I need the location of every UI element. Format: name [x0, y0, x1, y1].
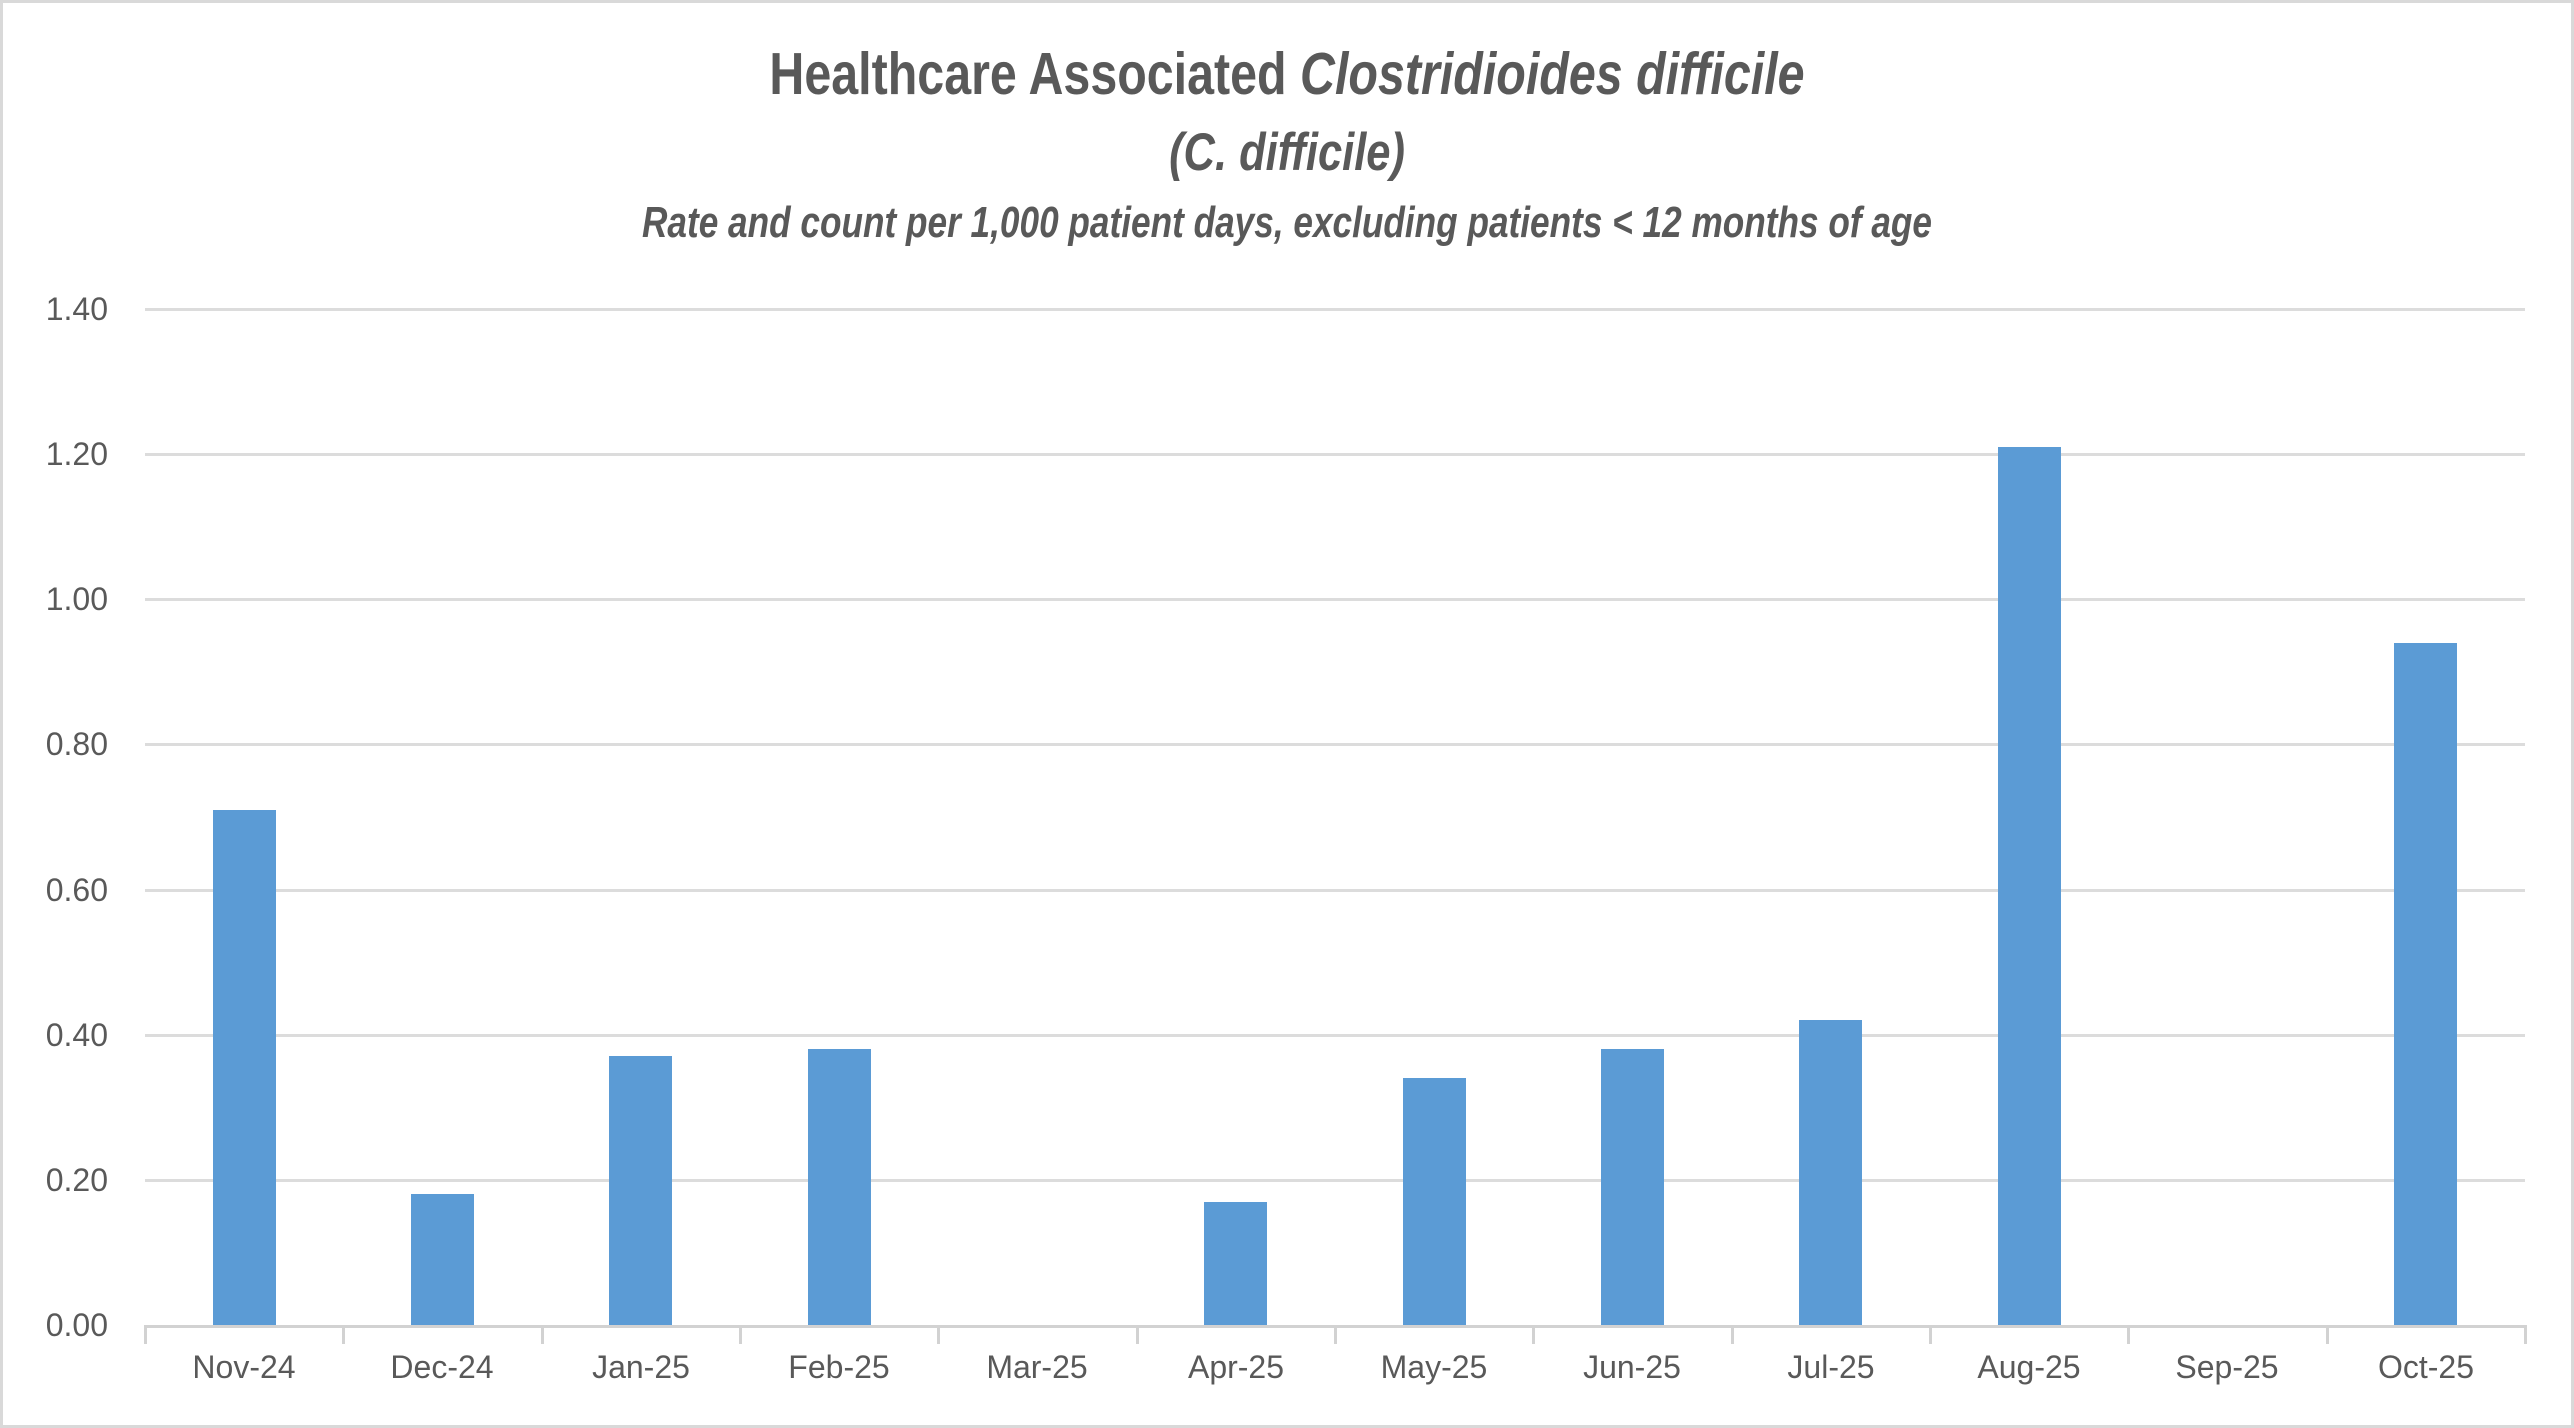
bar-Aug-25	[1998, 447, 2061, 1325]
gridline-1.20	[145, 453, 2525, 457]
gridline-0.60	[145, 888, 2525, 892]
y-axis-label-1.40: 1.40	[45, 291, 108, 327]
gridline-0.80	[145, 743, 2525, 747]
y-axis-label-0.00: 0.00	[45, 1307, 108, 1343]
gridline-0.40	[145, 1033, 2525, 1037]
x-axis-tick-11	[2325, 1325, 2329, 1344]
bar-Apr-25	[1204, 1202, 1267, 1325]
bar-May-25	[1403, 1078, 1466, 1325]
x-axis-label-Dec-24: Dec-24	[390, 1349, 494, 1385]
chart-title-regular-text: Healthcare Associated	[769, 41, 1301, 107]
x-axis-label-Jun-25: Jun-25	[1583, 1349, 1681, 1385]
x-axis-label-Aug-25: Aug-25	[1977, 1349, 2081, 1385]
chart-title-line2: (C. difficile)	[1169, 123, 1405, 182]
x-axis-label-May-25: May-25	[1380, 1349, 1488, 1385]
bar-Dec-24	[411, 1194, 474, 1325]
x-axis-label-Sep-25: Sep-25	[2175, 1349, 2279, 1385]
x-axis-tick-8	[1730, 1325, 1734, 1344]
x-axis-label-Nov-24: Nov-24	[192, 1349, 296, 1385]
gridline-1.00	[145, 598, 2525, 602]
x-axis-tick-5	[1135, 1325, 1139, 1344]
plot-area: 0.00 0.20 0.40 0.60 0.80 1.00 1.20 1.40 Nov-24 De…	[3, 3, 2571, 1425]
x-axis-label-Mar-25: Mar-25	[986, 1349, 1088, 1385]
gridline-0.20	[145, 1178, 2525, 1182]
x-axis-label-Oct-25: Oct-25	[2377, 1349, 2475, 1385]
x-axis-tick-7	[1532, 1325, 1536, 1344]
x-axis-tick-12	[2524, 1325, 2527, 1344]
y-axis-label-1.20: 1.20	[45, 436, 108, 473]
y-axis-label-0.80: 0.80	[45, 726, 108, 763]
gridline-1.40	[145, 308, 2525, 311]
bar-Nov-24	[213, 810, 276, 1325]
y-axis-label-0.60: 0.60	[45, 871, 108, 908]
chart-subtitle: Rate and count per 1,000 patient days, e…	[641, 198, 1932, 247]
x-axis-tick-3	[739, 1325, 742, 1344]
x-axis-tick-10	[2127, 1325, 2131, 1344]
x-axis-tick-1	[342, 1325, 346, 1344]
x-axis-label-Jul-25: Jul-25	[1787, 1349, 1875, 1385]
bar-Feb-25	[808, 1049, 871, 1325]
y-axis-label-1.00: 1.00	[45, 581, 108, 618]
y-axis-label-0.40: 0.40	[45, 1016, 108, 1053]
bar-Jan-25	[609, 1056, 672, 1325]
x-axis-tick-4	[937, 1325, 941, 1344]
bar-Jun-25	[1601, 1049, 1664, 1325]
x-axis-label-Feb-25: Feb-25	[788, 1349, 890, 1385]
x-axis-label-Jan-25: Jan-25	[592, 1349, 690, 1385]
x-axis-label-Apr-25: Apr-25	[1187, 1349, 1285, 1385]
x-axis-tick-2	[540, 1325, 544, 1344]
x-axis-tick-9	[1929, 1325, 1932, 1344]
chart-title-line1: Healthcare Associated Clostridioides dif…	[234, 39, 2340, 109]
x-axis-tick-6	[1334, 1325, 1337, 1344]
x-axis-tick-0	[144, 1325, 147, 1344]
y-axis-label-0.20: 0.20	[45, 1161, 108, 1198]
bar-Oct-25	[2394, 643, 2457, 1325]
bar-Jul-25	[1799, 1020, 1862, 1325]
chart-title-italic-text: Clostridioides difficile	[1300, 41, 1805, 107]
